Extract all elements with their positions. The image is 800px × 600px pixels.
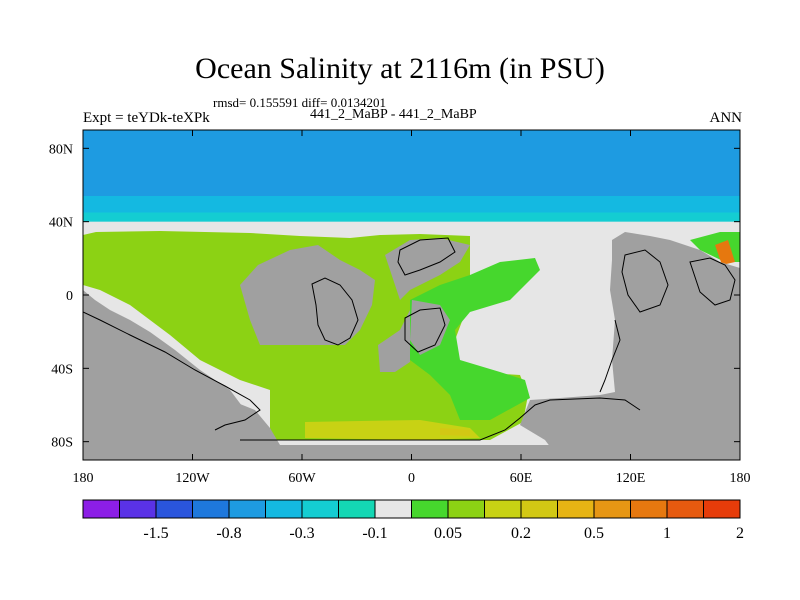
colorbar-swatch xyxy=(411,499,449,519)
southern-yellow-band xyxy=(305,420,480,440)
colorbar-swatch xyxy=(82,499,120,519)
land-masses xyxy=(83,232,740,460)
coastlines xyxy=(83,237,736,441)
x-tick-label: 120W xyxy=(175,471,210,486)
colorbar-swatch xyxy=(666,499,704,519)
colorbar-label: 1 xyxy=(663,525,671,542)
season-label: ANN xyxy=(709,110,743,126)
land-north-america xyxy=(240,245,375,345)
axis-layer: 180 120W 60W 0 60E 120E 180 80N 40N 0 40S 80S xyxy=(49,130,751,486)
colorbar-swatch xyxy=(374,499,412,519)
colorbar-label: 0.2 xyxy=(511,525,531,542)
colorbar-label: -0.8 xyxy=(216,525,241,542)
x-tick-label: 180 xyxy=(730,471,751,486)
coastline-antarctica xyxy=(240,397,641,441)
colorbar-swatch xyxy=(557,499,595,519)
x-tick-label: 120E xyxy=(616,471,646,486)
colorbar-label: 0.5 xyxy=(584,525,604,542)
coastline-europe xyxy=(397,237,456,276)
colorbar-swatch xyxy=(447,499,485,519)
colorbar-swatch xyxy=(630,499,668,519)
colorbar-swatch xyxy=(520,499,558,519)
x-tick-label: 180 xyxy=(73,471,94,486)
y-tick-label: 40N xyxy=(49,216,73,231)
land-africa-south xyxy=(410,300,450,355)
coastline-south-america xyxy=(83,311,261,431)
colorbar-label: -0.3 xyxy=(289,525,314,542)
y-tick-label: 80S xyxy=(51,436,73,451)
colorbar: -1.5 -0.8 -0.3 -0.1 0.05 0.2 0.5 1 2 xyxy=(82,499,744,542)
atlantic-green-field xyxy=(410,258,540,420)
colorbar-label: -1.5 xyxy=(143,525,168,542)
y-tick-label: 40S xyxy=(51,362,73,377)
x-tick-label: 60W xyxy=(288,471,316,486)
coastline-australia xyxy=(621,249,669,313)
chart-title: Ocean Salinity at 2116m (in PSU) xyxy=(195,52,605,85)
stats-annotation: rmsd= 0.155591 diff= 0.0134201 xyxy=(213,95,386,110)
land-indo-strip xyxy=(660,280,740,330)
colorbar-swatch xyxy=(119,499,157,519)
map-plot-area xyxy=(83,130,740,460)
land-west-coast xyxy=(83,290,245,420)
colorbar-label: 0.05 xyxy=(434,525,462,542)
region-north-band-mid xyxy=(83,196,740,213)
colorbar-swatch xyxy=(703,499,741,519)
x-tick-label: 0 xyxy=(408,471,415,486)
land-antarctica xyxy=(83,330,580,460)
coastline-arctic xyxy=(599,319,621,393)
colorbar-label: 2 xyxy=(736,525,744,542)
x-tick-label: 60E xyxy=(510,471,533,486)
north-band-layer xyxy=(83,130,740,222)
colorbar-swatch xyxy=(593,499,631,519)
colorbar-swatch xyxy=(301,499,339,519)
y-tick-label: 0 xyxy=(66,289,73,304)
coastline-indonesia xyxy=(689,257,736,306)
colorbar-swatch xyxy=(155,499,193,519)
land-europe-africa xyxy=(385,238,470,300)
colorbar-swatch xyxy=(192,499,230,519)
southern-orange-patch xyxy=(440,428,470,436)
colorbar-swatch xyxy=(484,499,522,519)
colorbar-label: -0.1 xyxy=(362,525,387,542)
y-tick-label: 80N xyxy=(49,142,73,157)
coastline-africa xyxy=(404,307,446,353)
land-south-america xyxy=(378,310,410,372)
colorbar-swatch xyxy=(228,499,266,519)
coastline-americas xyxy=(311,277,359,346)
colorbar-swatch xyxy=(265,499,303,519)
colorbar-swatch xyxy=(338,499,376,519)
region-north-band-light xyxy=(83,212,740,222)
indian-orange-patch xyxy=(715,240,735,265)
experiment-label: Expt = teYDk-teXPk xyxy=(83,110,210,126)
chart-subtitle: 441_2_MaBP - 441_2_MaBP xyxy=(310,107,477,122)
region-north-band-deep xyxy=(83,130,740,196)
